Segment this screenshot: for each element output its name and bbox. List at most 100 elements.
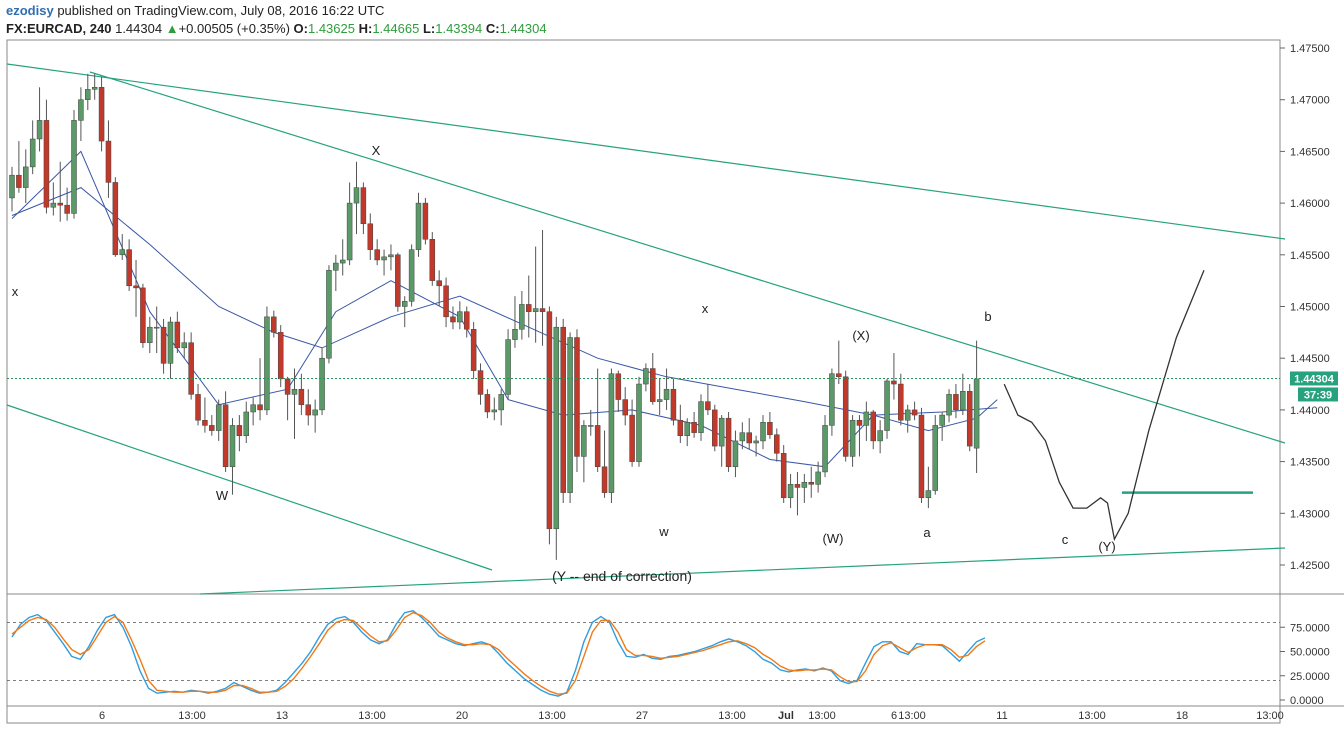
candle[interactable] bbox=[298, 373, 305, 416]
candle[interactable] bbox=[891, 353, 897, 400]
candle[interactable] bbox=[119, 234, 125, 260]
candle[interactable] bbox=[718, 415, 725, 467]
candle[interactable] bbox=[264, 306, 270, 416]
candle[interactable] bbox=[691, 411, 697, 438]
candle[interactable] bbox=[581, 420, 587, 483]
candle[interactable] bbox=[195, 384, 201, 426]
candle[interactable] bbox=[29, 120, 36, 175]
trendline[interactable] bbox=[6, 404, 493, 571]
candle[interactable] bbox=[457, 301, 463, 330]
candle[interactable] bbox=[753, 435, 759, 457]
candle[interactable] bbox=[374, 239, 380, 266]
candle[interactable] bbox=[856, 415, 863, 457]
candle[interactable] bbox=[567, 332, 573, 503]
candle[interactable] bbox=[463, 306, 470, 338]
candle[interactable] bbox=[401, 296, 408, 328]
candle[interactable] bbox=[946, 389, 952, 423]
candle[interactable] bbox=[911, 401, 918, 421]
candle[interactable] bbox=[643, 363, 649, 392]
candle[interactable] bbox=[50, 182, 57, 216]
candle[interactable] bbox=[526, 275, 532, 338]
price-axis[interactable]: 1.47500 1.47000 1.46500 1.46000 1.45500 1.450… bbox=[1280, 43, 1330, 572]
candle[interactable] bbox=[505, 329, 511, 400]
candle[interactable] bbox=[78, 87, 84, 142]
candle[interactable] bbox=[712, 404, 718, 452]
candle[interactable] bbox=[663, 368, 670, 410]
candle[interactable] bbox=[560, 318, 566, 503]
candle[interactable] bbox=[725, 411, 732, 472]
candle[interactable] bbox=[91, 73, 98, 100]
candle[interactable] bbox=[43, 99, 50, 214]
candle[interactable] bbox=[484, 389, 491, 419]
candle[interactable] bbox=[215, 399, 222, 441]
candle[interactable] bbox=[953, 384, 959, 419]
candle[interactable] bbox=[360, 182, 367, 235]
candle[interactable] bbox=[739, 422, 746, 450]
candle[interactable] bbox=[608, 368, 615, 503]
candle[interactable] bbox=[250, 397, 256, 426]
candle[interactable] bbox=[746, 418, 752, 450]
candle[interactable] bbox=[932, 415, 939, 495]
candle[interactable] bbox=[243, 401, 250, 443]
trendline[interactable] bbox=[89, 71, 1286, 444]
candle[interactable] bbox=[23, 149, 29, 204]
candle[interactable] bbox=[670, 378, 677, 426]
candle[interactable] bbox=[677, 404, 684, 443]
trendline[interactable] bbox=[199, 547, 1286, 595]
candle[interactable] bbox=[925, 466, 932, 509]
candle[interactable] bbox=[553, 316, 560, 560]
candle[interactable] bbox=[656, 378, 663, 416]
candle[interactable] bbox=[939, 411, 945, 441]
candle[interactable] bbox=[574, 329, 580, 472]
candle[interactable] bbox=[236, 415, 243, 452]
candle[interactable] bbox=[512, 296, 518, 348]
candle[interactable] bbox=[794, 471, 801, 516]
candle[interactable] bbox=[319, 347, 325, 416]
candle[interactable] bbox=[588, 409, 594, 436]
candle[interactable] bbox=[815, 461, 821, 493]
candle[interactable] bbox=[167, 316, 174, 379]
candle[interactable] bbox=[836, 340, 842, 385]
candle[interactable] bbox=[539, 229, 546, 346]
candle[interactable] bbox=[174, 311, 181, 354]
candle[interactable] bbox=[339, 239, 346, 276]
candle[interactable] bbox=[849, 415, 856, 467]
candle[interactable] bbox=[153, 306, 160, 354]
candle[interactable] bbox=[842, 370, 849, 462]
candle[interactable] bbox=[450, 306, 456, 330]
candle[interactable] bbox=[519, 290, 525, 340]
candle[interactable] bbox=[353, 161, 360, 235]
candle[interactable] bbox=[346, 182, 353, 266]
candle[interactable] bbox=[966, 384, 973, 452]
candles[interactable] bbox=[9, 73, 980, 560]
candle[interactable] bbox=[780, 445, 787, 503]
candle[interactable] bbox=[877, 420, 883, 454]
candle[interactable] bbox=[698, 394, 704, 441]
author-link[interactable]: ezodisy bbox=[6, 3, 54, 18]
candle[interactable] bbox=[829, 368, 835, 436]
candle[interactable] bbox=[271, 310, 277, 338]
candle[interactable] bbox=[801, 474, 808, 503]
candle[interactable] bbox=[898, 373, 904, 426]
candle[interactable] bbox=[774, 428, 780, 462]
candle[interactable] bbox=[147, 316, 153, 354]
stochastic-pane[interactable] bbox=[7, 610, 1280, 697]
candle[interactable] bbox=[71, 110, 77, 219]
candle[interactable] bbox=[229, 418, 236, 495]
candle[interactable] bbox=[422, 197, 429, 245]
candle[interactable] bbox=[615, 370, 622, 412]
candle[interactable] bbox=[57, 161, 63, 222]
candle[interactable] bbox=[863, 401, 870, 441]
candle[interactable] bbox=[9, 166, 15, 212]
candle[interactable] bbox=[808, 466, 814, 498]
candle[interactable] bbox=[822, 415, 828, 478]
candle[interactable] bbox=[126, 239, 132, 291]
candle[interactable] bbox=[98, 76, 105, 152]
candle[interactable] bbox=[188, 332, 194, 400]
candle[interactable] bbox=[870, 409, 876, 450]
candle[interactable] bbox=[140, 283, 146, 348]
time-axis[interactable]: 6 13:00 13 13:00 20 13:00 27 13:00 Jul 1… bbox=[99, 710, 1284, 722]
candle[interactable] bbox=[491, 397, 498, 421]
candle[interactable] bbox=[498, 389, 504, 426]
